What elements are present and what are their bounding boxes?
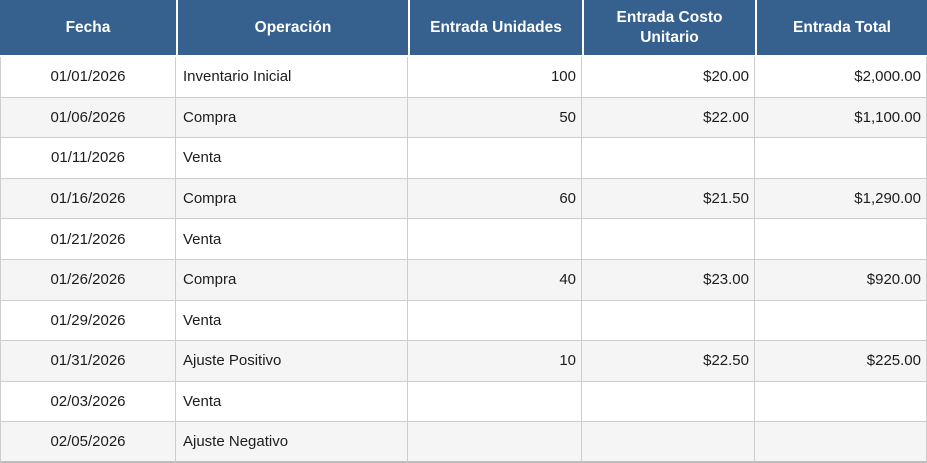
- cell-unidades[interactable]: 60: [408, 178, 582, 220]
- table-row: 01/21/2026 Venta: [0, 219, 927, 260]
- cell-costo[interactable]: $21.50: [582, 178, 755, 220]
- cell-costo[interactable]: $23.00: [582, 259, 755, 301]
- cell-fecha[interactable]: 02/03/2026: [0, 381, 176, 423]
- cell-unidades[interactable]: 40: [408, 259, 582, 301]
- cell-total[interactable]: $920.00: [755, 259, 927, 301]
- table-header: Fecha Operación Entrada Unidades Entrada…: [0, 0, 927, 57]
- table-row: 02/03/2026 Venta: [0, 381, 927, 423]
- table-row: 01/29/2026 Venta: [0, 300, 927, 342]
- cell-costo[interactable]: [582, 219, 755, 260]
- cell-fecha[interactable]: 02/05/2026: [0, 422, 176, 463]
- cell-total[interactable]: $1,290.00: [755, 178, 927, 220]
- table-row: 01/06/2026 Compra 50 $22.00 $1,100.00: [0, 97, 927, 139]
- cell-unidades[interactable]: [408, 219, 582, 260]
- table-row: 01/31/2026 Ajuste Positivo 10 $22.50 $225.00: [0, 341, 927, 382]
- cell-costo[interactable]: [582, 422, 755, 463]
- cell-unidades[interactable]: [408, 138, 582, 179]
- cell-costo[interactable]: [582, 381, 755, 423]
- cell-fecha[interactable]: 01/21/2026: [0, 219, 176, 260]
- cell-total[interactable]: $225.00: [755, 341, 927, 382]
- cell-total[interactable]: [755, 138, 927, 179]
- table-row: 01/26/2026 Compra 40 $23.00 $920.00: [0, 259, 927, 301]
- cell-operacion[interactable]: Venta: [176, 138, 408, 179]
- header-entrada-unidades[interactable]: Entrada Unidades: [408, 0, 582, 57]
- cell-unidades[interactable]: [408, 381, 582, 423]
- cell-unidades[interactable]: 50: [408, 97, 582, 139]
- cell-costo[interactable]: $20.00: [582, 57, 755, 98]
- cell-operacion[interactable]: Inventario Inicial: [176, 57, 408, 98]
- cell-costo[interactable]: $22.00: [582, 97, 755, 139]
- table-row: 01/16/2026 Compra 60 $21.50 $1,290.00: [0, 178, 927, 220]
- cell-costo[interactable]: $22.50: [582, 341, 755, 382]
- cell-fecha[interactable]: 01/29/2026: [0, 300, 176, 342]
- header-operacion[interactable]: Operación: [176, 0, 408, 57]
- cell-operacion[interactable]: Compra: [176, 259, 408, 301]
- cell-unidades[interactable]: 100: [408, 57, 582, 98]
- cell-total[interactable]: [755, 219, 927, 260]
- cell-operacion[interactable]: Ajuste Positivo: [176, 341, 408, 382]
- cell-unidades[interactable]: [408, 300, 582, 342]
- header-row: Fecha Operación Entrada Unidades Entrada…: [0, 0, 927, 57]
- table-row: 02/05/2026 Ajuste Negativo: [0, 422, 927, 463]
- header-fecha[interactable]: Fecha: [0, 0, 176, 57]
- cell-operacion[interactable]: Compra: [176, 178, 408, 220]
- cell-fecha[interactable]: 01/11/2026: [0, 138, 176, 179]
- cell-operacion[interactable]: Compra: [176, 97, 408, 139]
- cell-fecha[interactable]: 01/01/2026: [0, 57, 176, 98]
- cell-operacion[interactable]: Venta: [176, 381, 408, 423]
- cell-unidades[interactable]: [408, 422, 582, 463]
- cell-operacion[interactable]: Ajuste Negativo: [176, 422, 408, 463]
- cell-costo[interactable]: [582, 300, 755, 342]
- cell-total[interactable]: $1,100.00: [755, 97, 927, 139]
- cell-total[interactable]: [755, 300, 927, 342]
- cell-unidades[interactable]: 10: [408, 341, 582, 382]
- cell-operacion[interactable]: Venta: [176, 300, 408, 342]
- header-entrada-costo-unitario[interactable]: Entrada Costo Unitario: [582, 0, 755, 57]
- cell-total[interactable]: $2,000.00: [755, 57, 927, 98]
- cell-fecha[interactable]: 01/31/2026: [0, 341, 176, 382]
- header-entrada-total[interactable]: Entrada Total: [755, 0, 927, 57]
- cell-total[interactable]: [755, 381, 927, 423]
- cell-fecha[interactable]: 01/26/2026: [0, 259, 176, 301]
- table-body: 01/01/2026 Inventario Inicial 100 $20.00 $2,…: [0, 57, 927, 463]
- cell-operacion[interactable]: Venta: [176, 219, 408, 260]
- cell-fecha[interactable]: 01/16/2026: [0, 178, 176, 220]
- cell-costo[interactable]: [582, 138, 755, 179]
- cell-fecha[interactable]: 01/06/2026: [0, 97, 176, 139]
- table-row: 01/01/2026 Inventario Inicial 100 $20.00 $2,…: [0, 57, 927, 98]
- table-row: 01/11/2026 Venta: [0, 138, 927, 179]
- cell-total[interactable]: [755, 422, 927, 463]
